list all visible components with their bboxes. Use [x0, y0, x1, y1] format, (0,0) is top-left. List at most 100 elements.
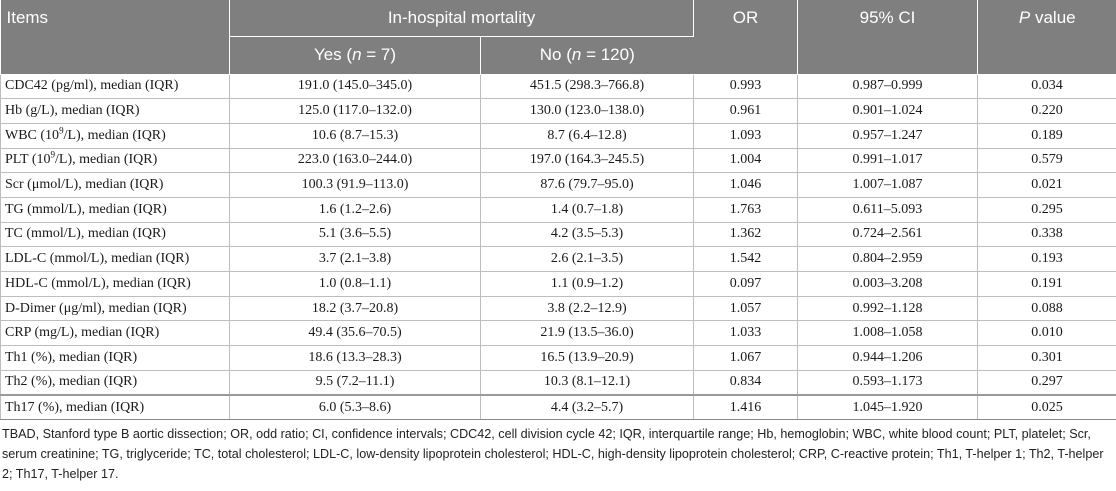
- cell-no: 10.3 (8.1–12.1): [480, 370, 695, 396]
- cell-no: 8.7 (6.4–12.8): [480, 123, 695, 149]
- cell-yes: 9.5 (7.2–11.1): [229, 370, 481, 396]
- cell-ci: 0.901–1.024: [797, 98, 979, 124]
- cell-p: 0.295: [977, 197, 1116, 223]
- cell-p: 0.301: [977, 345, 1116, 371]
- cell-no: 21.9 (13.5–36.0): [480, 320, 695, 347]
- cell-or: 1.046: [693, 172, 799, 198]
- table-row: PLT (109/L), median (IQR) 223.0 (163.0–24…: [0, 148, 1116, 174]
- cell-p: 0.010: [977, 320, 1116, 347]
- data-table: Items In-hospital mortality OR 95% CI P …: [0, 0, 1116, 421]
- cell-yes: 100.3 (91.9–113.0): [229, 172, 481, 198]
- cell-yes: 1.6 (1.2–2.6): [229, 197, 481, 223]
- cell-p: 0.338: [977, 222, 1116, 248]
- table-footnote: TBAD, Stanford type B aortic dissection;…: [2, 427, 1104, 481]
- cell-no: 130.0 (123.0–138.0): [480, 98, 695, 124]
- cell-yes: 223.0 (163.0–244.0): [229, 148, 481, 174]
- cell-item: Th17 (%), median (IQR): [0, 394, 230, 421]
- cell-yes: 3.7 (2.1–3.8): [229, 246, 481, 272]
- table-row: Th17 (%), median (IQR) 6.0 (5.3–8.6) 4.4 (…: [0, 394, 1116, 421]
- table-row: Th1 (%), median (IQR) 18.6 (13.3–28.3) 16.…: [0, 345, 1116, 371]
- cell-yes: 18.6 (13.3–28.3): [229, 345, 481, 371]
- cell-yes: 1.0 (0.8–1.1): [229, 271, 481, 297]
- cell-item: TG (mmol/L), median (IQR): [0, 197, 230, 223]
- cell-p: 0.579: [977, 148, 1116, 174]
- table-row: WBC (109/L), median (IQR) 10.6 (8.7–15.3)…: [0, 123, 1116, 149]
- cell-yes: 191.0 (145.0–345.0): [229, 74, 481, 100]
- header-p-rest: value: [1030, 8, 1076, 27]
- header-or: OR: [693, 0, 799, 75]
- cell-yes: 6.0 (5.3–8.6): [229, 394, 481, 421]
- cell-no: 3.8 (2.2–12.9): [480, 296, 695, 322]
- cell-item: Th1 (%), median (IQR): [0, 345, 230, 371]
- cell-item: CRP (mg/L), median (IQR): [0, 320, 230, 347]
- cell-item: Scr (μmol/L), median (IQR): [0, 172, 230, 198]
- cell-ci: 1.045–1.920: [797, 394, 979, 421]
- cell-no: 1.1 (0.9–1.2): [480, 271, 695, 297]
- cell-ci: 0.992–1.128: [797, 296, 979, 322]
- cell-yes: 125.0 (117.0–132.0): [229, 98, 481, 124]
- cell-yes: 5.1 (3.6–5.5): [229, 222, 481, 248]
- header-row-1: Items In-hospital mortality OR 95% CI P …: [0, 0, 1116, 75]
- cell-ci: 0.003–3.208: [797, 271, 979, 297]
- cell-p: 0.025: [977, 394, 1116, 421]
- header-ci: 95% CI: [797, 0, 979, 75]
- header-items: Items: [0, 0, 230, 75]
- cell-p: 0.034: [977, 74, 1116, 100]
- cell-p: 0.220: [977, 98, 1116, 124]
- cell-no: 16.5 (13.9–20.9): [480, 345, 695, 371]
- cell-ci: 0.611–5.093: [797, 197, 979, 223]
- cell-yes: 10.6 (8.7–15.3): [229, 123, 481, 149]
- cell-no: 451.5 (298.3–766.8): [480, 74, 695, 100]
- cell-item: PLT (109/L), median (IQR): [0, 148, 230, 174]
- table-row: D-Dimer (μg/ml), median (IQR) 18.2 (3.7–2…: [0, 296, 1116, 322]
- cell-p: 0.191: [977, 271, 1116, 297]
- cell-p: 0.088: [977, 296, 1116, 322]
- cell-or: 1.033: [693, 320, 799, 347]
- cell-no: 87.6 (79.7–95.0): [480, 172, 695, 198]
- cell-item: HDL-C (mmol/L), median (IQR): [0, 271, 230, 297]
- cell-yes: 49.4 (35.6–70.5): [229, 320, 481, 347]
- cell-p: 0.297: [977, 370, 1116, 396]
- cell-or: 1.067: [693, 345, 799, 371]
- table-body: CDC42 (pg/ml), median (IQR) 191.0 (145.0–…: [0, 74, 1116, 421]
- header-row-2: Yes (n = 7) No (n = 120): [1, 36, 1116, 75]
- cell-or: 1.093: [693, 123, 799, 149]
- table-row: Scr (μmol/L), median (IQR) 100.3 (91.9–11…: [0, 172, 1116, 198]
- cell-no: 2.6 (2.1–3.5): [480, 246, 695, 272]
- cell-yes: 18.2 (3.7–20.8): [229, 296, 481, 322]
- cell-no: 4.4 (3.2–5.7): [480, 394, 695, 421]
- cell-or: 0.097: [693, 271, 799, 297]
- cell-or: 1.542: [693, 246, 799, 272]
- cell-ci: 0.593–1.173: [797, 370, 979, 396]
- cell-item: Hb (g/L), median (IQR): [0, 98, 230, 124]
- header-no: No (n = 120): [480, 36, 694, 75]
- cell-item: WBC (109/L), median (IQR): [0, 123, 230, 149]
- cell-or: 1.763: [693, 197, 799, 223]
- cell-no: 197.0 (164.3–245.5): [480, 148, 695, 174]
- table-row: Hb (g/L), median (IQR) 125.0 (117.0–132.0…: [0, 98, 1116, 124]
- cell-or: 1.057: [693, 296, 799, 322]
- cell-or: 0.993: [693, 74, 799, 100]
- cell-ci: 0.957–1.247: [797, 123, 979, 149]
- cell-ci: 0.991–1.017: [797, 148, 979, 174]
- table-row: Th2 (%), median (IQR) 9.5 (7.2–11.1) 10.3 …: [0, 370, 1116, 396]
- cell-item: CDC42 (pg/ml), median (IQR): [0, 74, 230, 100]
- header-p-value: P value: [977, 0, 1116, 75]
- cell-ci: 0.987–0.999: [797, 74, 979, 100]
- table-row: CDC42 (pg/ml), median (IQR) 191.0 (145.0–…: [0, 74, 1116, 100]
- cell-p: 0.021: [977, 172, 1116, 198]
- cell-item: D-Dimer (μg/ml), median (IQR): [0, 296, 230, 322]
- cell-p: 0.189: [977, 123, 1116, 149]
- cell-ci: 0.724–2.561: [797, 222, 979, 248]
- cell-ci: 0.804–2.959: [797, 246, 979, 272]
- cell-no: 4.2 (3.5–5.3): [480, 222, 695, 248]
- cell-no: 1.4 (0.7–1.8): [480, 197, 695, 223]
- cell-item: TC (mmol/L), median (IQR): [0, 222, 230, 248]
- cell-ci: 1.008–1.058: [797, 320, 979, 347]
- table-row: HDL-C (mmol/L), median (IQR) 1.0 (0.8–1.1…: [0, 271, 1116, 297]
- cell-ci: 1.007–1.087: [797, 172, 979, 198]
- cell-ci: 0.944–1.206: [797, 345, 979, 371]
- cell-p: 0.193: [977, 246, 1116, 272]
- cell-or: 1.004: [693, 148, 799, 174]
- header-group: In-hospital mortality: [229, 0, 695, 37]
